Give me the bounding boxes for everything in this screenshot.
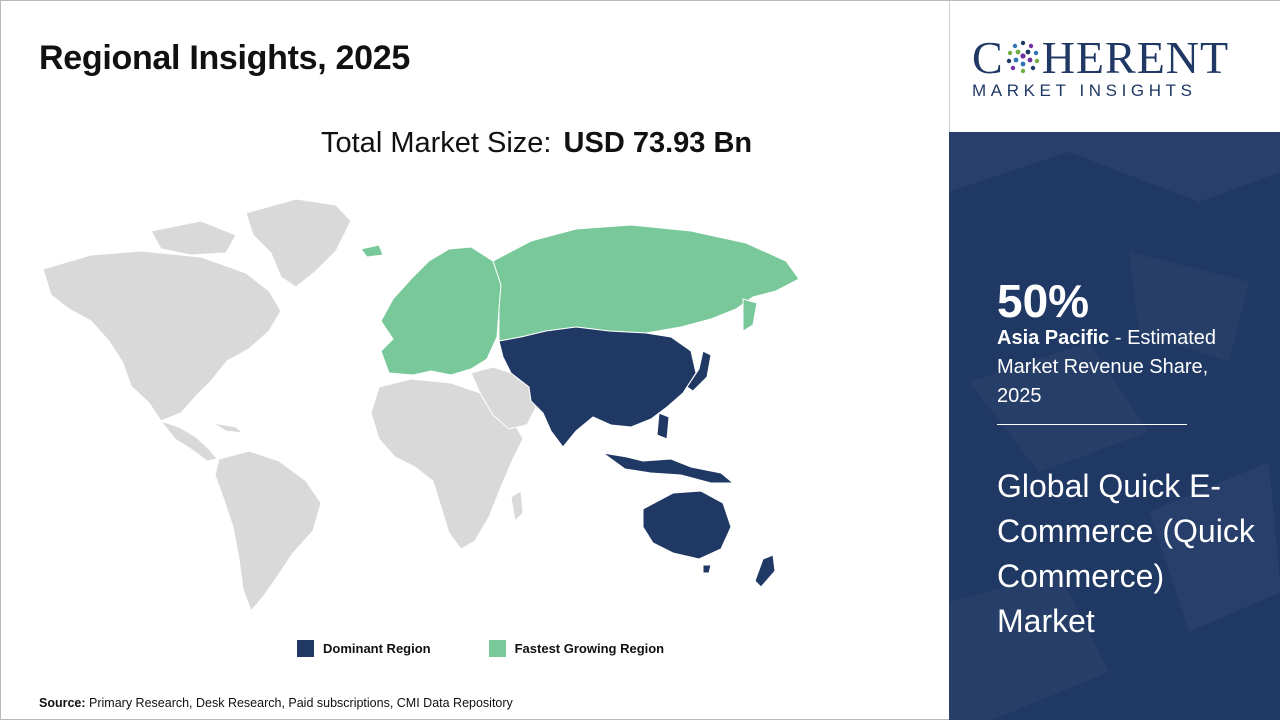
total-market-size: Total Market Size: USD 73.93 Bn: [321, 127, 752, 160]
right-panel: C: [949, 1, 1280, 720]
highlight-region: Asia Pacific: [997, 327, 1110, 349]
map-north-america: [42, 250, 282, 422]
legend-dominant: Dominant Region: [297, 640, 431, 657]
total-market-label: Total Market Size:: [321, 127, 552, 159]
logo-dot-globe-icon: [1006, 40, 1039, 74]
legend-fastest-label: Fastest Growing Region: [514, 641, 665, 656]
map-new-zealand: [754, 554, 776, 588]
map-madagascar: [510, 490, 524, 523]
source-note: Source: Primary Research, Desk Research,…: [39, 696, 513, 710]
map-asia-mainland: [498, 326, 697, 448]
highlight-percent: 50%: [997, 275, 1090, 327]
source-text: Primary Research, Desk Research, Paid su…: [89, 696, 513, 710]
map-philippines: [656, 412, 670, 440]
world-map: [31, 191, 821, 621]
total-market-value: USD 73.93 Bn: [563, 127, 753, 159]
map-iceland: [360, 244, 384, 258]
map-greenland: [245, 198, 352, 288]
legend-fastest-swatch: [488, 640, 506, 657]
map-legend: Dominant Region Fastest Growing Region: [297, 640, 722, 657]
legend-dominant-label: Dominant Region: [323, 641, 431, 656]
map-caribbean: [212, 422, 245, 434]
market-name: Global Quick E-Commerce (Quick Commerce)…: [997, 468, 1255, 639]
map-europe: [380, 246, 502, 376]
legend-dominant-swatch: [297, 640, 314, 657]
map-south-america: [214, 450, 322, 612]
logo-tagline: MARKET INSIGHTS: [972, 81, 1197, 100]
page-title: Regional Insights, 2025: [39, 39, 410, 77]
map-kamchatka: [742, 298, 758, 332]
panel-divider: [997, 424, 1187, 425]
map-indonesia: [602, 452, 735, 484]
map-middle-east: [470, 366, 537, 430]
logo-wordmark: C: [972, 31, 1229, 84]
map-australia: [642, 490, 732, 560]
legend-fastest: Fastest Growing Region: [488, 640, 665, 657]
logo: C: [949, 1, 1280, 132]
map-central-america: [159, 420, 218, 462]
highlight-desc-text: - Estimated Market Revenue Share, 2025: [997, 327, 1216, 407]
logo-letter-c: C: [972, 32, 1004, 83]
map-tasmania: [702, 564, 712, 574]
source-label: Source:: [39, 696, 86, 710]
highlight-description: Asia Pacific - Estimated Market Revenue …: [997, 324, 1247, 411]
panel-texture: [949, 132, 1280, 632]
map-arctic-islands: [150, 220, 237, 256]
logo-letters-rest: HERENT: [1041, 32, 1230, 83]
highlight-panel: 50% Asia Pacific - Estimated Market Reve…: [949, 132, 1280, 720]
map-japan: [686, 350, 712, 392]
